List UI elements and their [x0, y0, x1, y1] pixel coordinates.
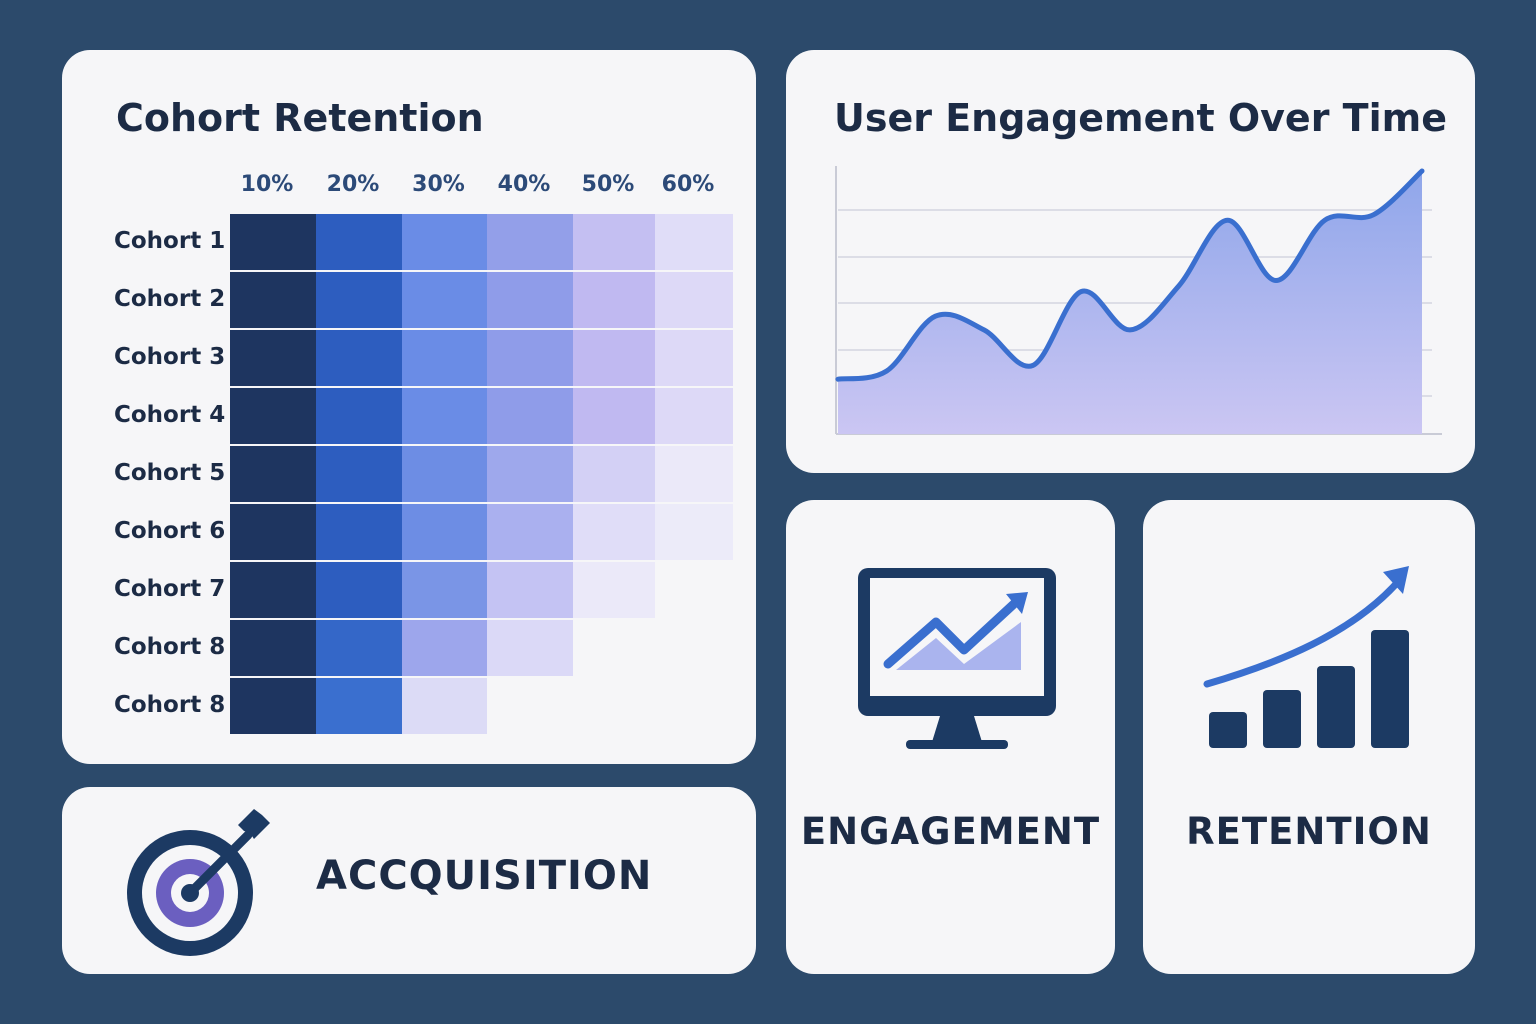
engagement-area-fill [838, 170, 1422, 434]
heatmap-cell [316, 620, 402, 676]
row-label: Cohort 8 [114, 692, 226, 718]
heatmap-cell [230, 562, 316, 618]
column-label: 60% [661, 172, 715, 197]
heatmap-cell [573, 388, 655, 444]
heatmap-cell [487, 562, 573, 618]
heatmap-cell [487, 504, 573, 560]
heatmap-cell [655, 272, 733, 328]
heatmap-cell [573, 214, 655, 270]
row-label: Cohort 8 [114, 634, 226, 660]
row-label: Cohort 5 [114, 460, 226, 486]
cohort-retention-card: Cohort Retention 10% 20% 30% 40% 50% 60% Cohor… [62, 50, 756, 764]
engagement-area-chart [835, 166, 1442, 435]
engagement-chart-title: User Engagement Over Time [834, 96, 1447, 140]
heatmap-cell [316, 214, 402, 270]
heatmap-cell [230, 504, 316, 560]
heatmap-cell [487, 446, 573, 502]
row-label: Cohort 7 [114, 576, 226, 602]
heatmap-cell [402, 504, 487, 560]
heatmap-cell [230, 330, 316, 386]
heatmap-cell [655, 446, 733, 502]
column-label: 50% [581, 172, 635, 197]
heatmap-cell [402, 388, 487, 444]
heatmap-cell [655, 388, 733, 444]
cohort-retention-title: Cohort Retention [116, 96, 484, 140]
heatmap-cell [402, 562, 487, 618]
target-arrow-icon [127, 809, 270, 956]
heatmap-cell [402, 620, 487, 676]
heatmap-cell [487, 388, 573, 444]
heatmap-cell [402, 678, 487, 734]
heatmap-cell [402, 272, 487, 328]
column-label: 20% [326, 172, 380, 197]
heatmap-cell [655, 214, 733, 270]
monitor-chart-icon [858, 568, 1056, 749]
heatmap-cell [316, 446, 402, 502]
heatmap-cell [230, 620, 316, 676]
heatmap-cell [402, 330, 487, 386]
heatmap-cell [402, 214, 487, 270]
row-label: Cohort 6 [114, 518, 226, 544]
row-label: Cohort 1 [114, 228, 226, 254]
engagement-tile[interactable]: ENGAGEMENT [786, 500, 1115, 974]
column-label: 10% [240, 172, 294, 197]
heatmap-cell [573, 272, 655, 328]
heatmap-cell [487, 214, 573, 270]
heatmap-cell [655, 504, 733, 560]
heatmap-cell [487, 272, 573, 328]
engagement-chart-card: User Engagement Over Time [786, 50, 1475, 473]
row-label: Cohort 4 [114, 402, 226, 428]
heatmap-cell [230, 678, 316, 734]
column-label: 40% [497, 172, 551, 197]
heatmap-cell [230, 388, 316, 444]
row-label: Cohort 2 [114, 286, 226, 312]
heatmap-cell [402, 446, 487, 502]
heatmap-cell [487, 330, 573, 386]
acquisition-tile[interactable]: ACCQUISITION [62, 787, 756, 974]
heatmap-cell [230, 214, 316, 270]
heatmap-cell [230, 446, 316, 502]
heatmap-cell [316, 330, 402, 386]
heatmap-cell [573, 562, 655, 618]
heatmap-cell [316, 562, 402, 618]
heatmap-cell [316, 272, 402, 328]
heatmap-cell [573, 446, 655, 502]
bar-growth-icon [1203, 566, 1409, 748]
heatmap-cell [487, 620, 573, 676]
heatmap-cell [230, 272, 316, 328]
heatmap-cell [573, 330, 655, 386]
retention-label: RETENTION [1186, 810, 1432, 853]
acquisition-label: ACCQUISITION [316, 853, 653, 899]
heatmap-cell [316, 678, 402, 734]
row-label: Cohort 3 [114, 344, 226, 370]
heatmap-cell [655, 330, 733, 386]
engagement-series-line [835, 168, 1425, 382]
engagement-label: ENGAGEMENT [800, 810, 1101, 853]
heatmap-cell [316, 388, 402, 444]
heatmap-cell [316, 504, 402, 560]
column-label: 30% [412, 172, 465, 197]
retention-tile[interactable]: RETENTION [1143, 500, 1475, 974]
heatmap-cell [573, 504, 655, 560]
